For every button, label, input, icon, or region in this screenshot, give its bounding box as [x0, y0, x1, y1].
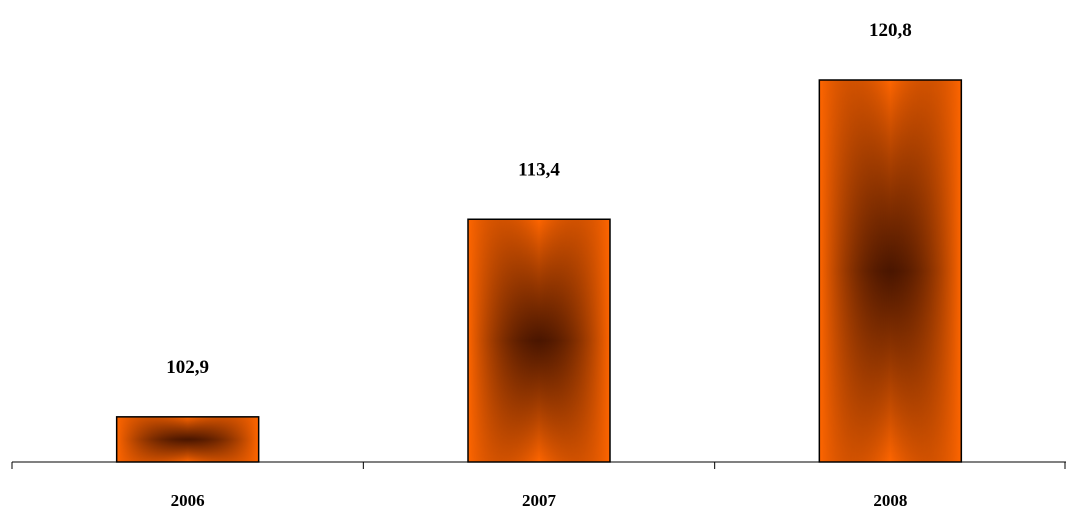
bar-2008	[818, 79, 963, 463]
bar-2006-shade	[116, 416, 259, 462]
value-labels-group: 102,9 113,4 120,8	[166, 20, 911, 378]
bars-group	[115, 79, 963, 463]
x-tick-labels-group: 2006 2007 2008	[171, 491, 908, 509]
value-label-2006: 102,9	[166, 357, 209, 378]
x-tick-label-2008: 2008	[873, 491, 907, 509]
x-axis	[11, 461, 1066, 469]
bar-2007-shade	[468, 219, 610, 462]
x-tick-label-2007: 2007	[522, 491, 557, 509]
x-tick-label-2006: 2006	[171, 491, 205, 509]
bar-2006	[115, 416, 260, 463]
bar-2007	[467, 218, 611, 463]
value-label-2007: 113,4	[518, 159, 560, 180]
bar-2008-shade	[819, 80, 962, 462]
value-label-2008: 120,8	[869, 20, 912, 41]
